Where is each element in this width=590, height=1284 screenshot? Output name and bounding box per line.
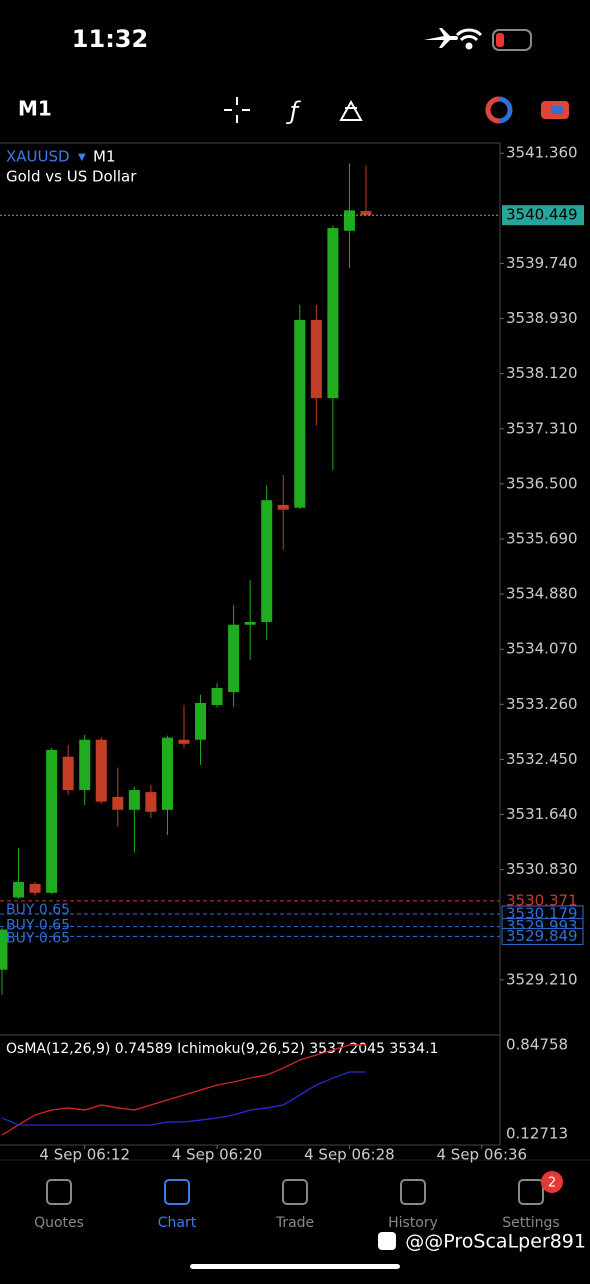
chart-timeframe: M1 bbox=[93, 148, 116, 166]
indicators-button[interactable]: ƒ bbox=[286, 97, 302, 125]
bid-price: 3540.449 bbox=[506, 206, 578, 224]
tab-icon bbox=[164, 1179, 190, 1205]
candle-body bbox=[360, 211, 372, 216]
candle-body bbox=[244, 621, 256, 625]
candle-body bbox=[195, 702, 207, 740]
battery-level bbox=[496, 33, 504, 47]
candle-body bbox=[128, 790, 140, 810]
indicator-tick-label: 0.12713 bbox=[506, 1124, 568, 1142]
crosshair-button[interactable] bbox=[224, 97, 250, 123]
indicator-tick-label: 0.84758 bbox=[506, 1035, 568, 1053]
x-tick-label: 4 Sep 06:12 bbox=[39, 1146, 130, 1164]
indicator-line bbox=[1, 1071, 366, 1126]
clock: 11:32 bbox=[72, 25, 148, 53]
candle-body bbox=[161, 737, 173, 810]
tab-icon bbox=[282, 1179, 308, 1205]
candle-body bbox=[0, 929, 8, 970]
symbol-dropdown[interactable]: ▼ bbox=[78, 152, 86, 163]
candle-body bbox=[327, 228, 339, 399]
y-tick-label: 3532.450 bbox=[506, 750, 578, 768]
x-tick-label: 4 Sep 06:20 bbox=[172, 1146, 263, 1164]
x-tick-label: 4 Sep 06:28 bbox=[304, 1146, 395, 1164]
facebook-icon bbox=[378, 1232, 396, 1250]
y-tick-label: 3537.310 bbox=[506, 419, 578, 437]
order-label: BUY 0.65 bbox=[6, 930, 70, 946]
objects-button[interactable] bbox=[339, 99, 363, 121]
tab-icon bbox=[518, 1179, 544, 1205]
y-tick-label: 3539.740 bbox=[506, 254, 578, 272]
symbol-description: Gold vs US Dollar bbox=[6, 168, 137, 186]
candle-body bbox=[29, 883, 41, 893]
trade-button-half bbox=[485, 96, 500, 124]
tab-label[interactable]: Quotes bbox=[34, 1215, 84, 1231]
candle-body bbox=[95, 739, 107, 802]
wifi-icon bbox=[455, 28, 483, 50]
symbol[interactable]: XAUUSD bbox=[6, 148, 70, 166]
y-tick-label: 3531.640 bbox=[506, 805, 578, 823]
timeframe-button[interactable]: M1 bbox=[18, 97, 52, 121]
account-button-part bbox=[551, 106, 563, 114]
y-tick-label: 3534.880 bbox=[506, 585, 578, 603]
y-tick-label: 3535.690 bbox=[506, 529, 578, 547]
watermark: @@ProScaLper891 bbox=[405, 1231, 586, 1253]
candle-body bbox=[211, 687, 223, 706]
bid-price-box bbox=[502, 205, 584, 226]
y-tick-label: 3538.930 bbox=[506, 309, 578, 327]
candle-body bbox=[294, 319, 306, 508]
order-label: BUY 0.65 bbox=[6, 918, 70, 934]
indicator-title: OsMA(12,26,9) 0.74589 Ichimoku(9,26,52) … bbox=[6, 1041, 438, 1057]
candle-body bbox=[277, 504, 289, 510]
tab-icon bbox=[400, 1179, 426, 1205]
tab-label[interactable]: Chart bbox=[158, 1215, 197, 1231]
badge-count: 2 bbox=[548, 1176, 556, 1191]
candle-body bbox=[310, 319, 322, 399]
y-tick-label: 3533.260 bbox=[506, 695, 578, 713]
order-label: BUY 0.65 bbox=[6, 902, 70, 918]
candle-body bbox=[112, 796, 124, 810]
home-indicator bbox=[190, 1264, 400, 1269]
tab-icon bbox=[46, 1179, 72, 1205]
y-tick-label: 3530.830 bbox=[506, 860, 578, 878]
x-tick-label: 4 Sep 06:36 bbox=[437, 1146, 528, 1164]
order-price-box bbox=[501, 927, 584, 945]
indicator-line bbox=[1, 1044, 366, 1136]
order-price: 3529.849 bbox=[506, 927, 578, 945]
candle-body bbox=[62, 756, 74, 791]
battery-icon bbox=[492, 29, 532, 51]
candle-body bbox=[13, 881, 25, 898]
candle-body bbox=[178, 739, 190, 744]
y-tick-label: 3541.360 bbox=[506, 144, 578, 162]
candle-body bbox=[145, 792, 157, 812]
y-tick-label: 3529.210 bbox=[506, 970, 578, 988]
candle-body bbox=[228, 624, 240, 693]
candle-body bbox=[261, 500, 273, 622]
y-tick-label: 3538.120 bbox=[506, 364, 578, 382]
candle-body bbox=[79, 739, 91, 791]
y-tick-label: 3534.070 bbox=[506, 640, 578, 658]
candle-body bbox=[46, 749, 58, 893]
order-price: 3530.179 bbox=[506, 904, 578, 922]
order-price: 3530.371 bbox=[506, 891, 578, 909]
candle-body bbox=[343, 210, 355, 231]
tab-label[interactable]: Trade bbox=[275, 1215, 314, 1231]
tab-label[interactable]: Settings bbox=[502, 1215, 559, 1231]
y-tick-label: 3536.500 bbox=[506, 474, 578, 492]
airplane-icon bbox=[424, 28, 458, 48]
tab-label[interactable]: History bbox=[388, 1215, 438, 1231]
badge bbox=[541, 1171, 563, 1193]
